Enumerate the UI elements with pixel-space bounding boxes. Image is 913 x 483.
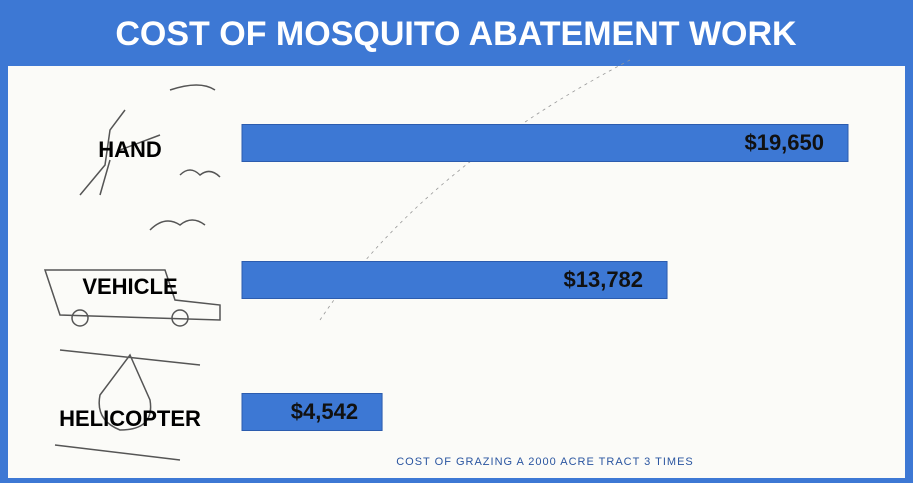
footnote: COST OF GRAZING A 2000 ACRE TRACT 3 TIME… xyxy=(396,456,694,468)
chart: COST OF MOSQUITO ABATEMENT WORK COST OF … xyxy=(0,0,913,483)
category-label: VEHICLE xyxy=(82,274,177,299)
value-label: $13,782 xyxy=(564,267,644,292)
chart-title: COST OF MOSQUITO ABATEMENT WORK xyxy=(115,15,797,53)
value-label: $4,542 xyxy=(291,399,358,424)
page: COST OF MOSQUITO ABATEMENT WORK COST OF … xyxy=(0,0,913,483)
value-label: $19,650 xyxy=(744,130,824,155)
category-label: HAND xyxy=(98,137,162,162)
category-label: HELICOPTER xyxy=(59,406,201,431)
